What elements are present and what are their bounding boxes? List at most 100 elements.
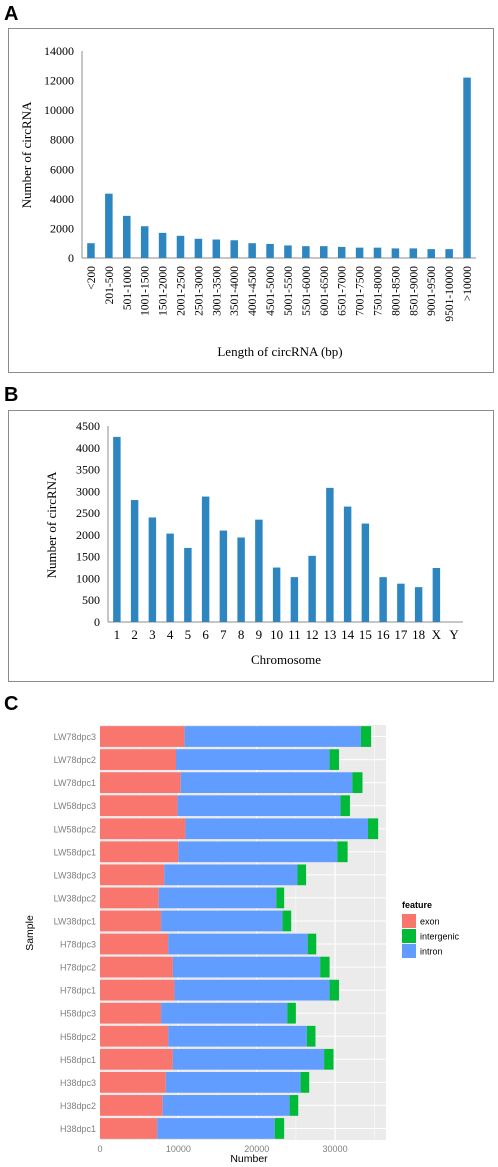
bar — [237, 537, 245, 622]
x-tick-label: 501-1000 — [122, 266, 134, 310]
x-tick-label: 8501-9000 — [408, 266, 420, 316]
y-tick-label: 6000 — [50, 162, 74, 176]
y-tick-label: H58dpc2 — [60, 1032, 96, 1042]
bar — [284, 245, 292, 258]
x-tick-label: 2001-2500 — [176, 266, 188, 316]
x-tick-label: 5001-5500 — [283, 266, 295, 316]
bar-segment-intron — [174, 979, 330, 1001]
x-tick-label: 201-500 — [104, 266, 116, 305]
bar — [445, 249, 453, 258]
y-tick-label: H38dpc2 — [60, 1101, 96, 1111]
legend-label: intergenic — [420, 932, 460, 942]
bar-segment-exon — [100, 887, 159, 909]
y-tick-label: 3000 — [76, 484, 100, 498]
y-tick-label: H58dpc1 — [60, 1055, 96, 1065]
bar-segment-intergenic — [282, 910, 292, 932]
bar-segment-exon — [100, 1095, 163, 1116]
bar — [201, 496, 210, 622]
bar — [184, 547, 192, 622]
panel-label-b: B — [4, 384, 19, 406]
bar-segment-intron — [162, 1095, 290, 1116]
bar-segment-intergenic — [297, 864, 307, 886]
x-tick-label: 14 — [341, 627, 355, 642]
legend-swatch-intron — [402, 944, 416, 958]
bar-segment-intergenic — [329, 979, 339, 1001]
bar-segment-exon — [100, 956, 173, 978]
bar — [140, 226, 149, 258]
bar-segment-intergenic — [320, 956, 330, 978]
bar — [326, 487, 334, 622]
y-tick-label: 500 — [82, 593, 100, 607]
bar — [272, 567, 281, 622]
x-tick-label: 9001-9500 — [426, 266, 438, 316]
x-tick-label: 4 — [167, 627, 174, 642]
y-tick-label: 14000 — [44, 44, 74, 58]
x-tick-label: 2 — [131, 627, 138, 642]
legend-swatch-intergenic — [402, 929, 416, 943]
bar-segment-intron — [161, 910, 283, 932]
bar — [414, 587, 423, 622]
bar — [255, 519, 263, 622]
x-axis-label: Length of circRNA (bp) — [217, 344, 342, 359]
bar — [123, 215, 131, 258]
bar — [113, 436, 121, 622]
bar-segment-intergenic — [274, 1118, 285, 1139]
bar-segment-intron — [176, 749, 330, 770]
x-tick-label: 1001-1500 — [140, 266, 152, 316]
bar-segment-intergenic — [329, 749, 339, 770]
y-tick-label: 0 — [68, 251, 74, 265]
y-tick-label: H78dpc2 — [60, 963, 96, 973]
bar — [361, 523, 370, 622]
bar — [194, 238, 203, 258]
bar-segment-exon — [100, 1025, 169, 1047]
bar-segment-intergenic — [289, 1095, 299, 1116]
chart-a: 0 2000 4000 6000 8000 10000 12000 14000 <200 201-… — [19, 44, 476, 359]
y-axis-label: Sample — [24, 915, 36, 951]
x-tick-label: 4501-5000 — [265, 266, 277, 316]
bar — [230, 240, 238, 258]
y-tick-label: 3500 — [76, 463, 100, 477]
x-tick-label: 3001-3500 — [211, 266, 223, 316]
y-tick-label: 0 — [94, 615, 100, 629]
bar-segment-intergenic — [367, 818, 379, 840]
x-tick-label: 17 — [394, 627, 408, 642]
legend-swatch-exon — [402, 914, 416, 928]
bar — [248, 243, 256, 258]
bar-segment-intergenic — [307, 933, 317, 955]
y-tick-label: LW78dpc2 — [54, 755, 96, 765]
bar-segment-exon — [100, 910, 162, 932]
bar-segment-intron — [178, 841, 338, 863]
x-tick-label: 5 — [185, 627, 192, 642]
y-tick-label: 2500 — [76, 506, 100, 520]
bar — [158, 232, 167, 258]
x-tick-label: 16 — [377, 627, 391, 642]
x-tick-label: <200 — [86, 266, 98, 290]
x-tick-label: 8 — [238, 627, 245, 642]
x-tick-label: 7001-7500 — [355, 266, 367, 316]
bar-segment-exon — [100, 979, 175, 1001]
y-tick-label: LW58dpc1 — [54, 847, 96, 857]
bar — [302, 246, 310, 258]
bar-segment-intergenic — [337, 841, 348, 863]
panel-label-a: A — [4, 3, 19, 25]
bar-segment-intergenic — [360, 726, 372, 747]
bar-segment-intron — [161, 1002, 288, 1024]
y-tick-label: H38dpc1 — [60, 1124, 96, 1134]
chart-b-frame — [8, 410, 494, 682]
bar-segment-intergenic — [352, 772, 363, 794]
x-tick-label: 13 — [323, 627, 336, 642]
bar-segment-intron — [165, 1071, 301, 1093]
bar — [130, 500, 139, 622]
bar-segment-intron — [157, 1118, 275, 1139]
legend-title: feature — [402, 900, 432, 910]
bar — [379, 577, 387, 622]
bar — [463, 77, 471, 258]
bar — [176, 235, 185, 258]
bar-segment-intron — [184, 726, 361, 747]
bar — [337, 246, 346, 258]
bar-segment-exon — [100, 1071, 166, 1093]
x-tick-label: 1501-2000 — [158, 266, 170, 316]
y-tick-label: 4000 — [50, 192, 74, 206]
y-axis-label: Number of circRNA — [44, 471, 59, 578]
bar-segment-exon — [100, 726, 185, 747]
